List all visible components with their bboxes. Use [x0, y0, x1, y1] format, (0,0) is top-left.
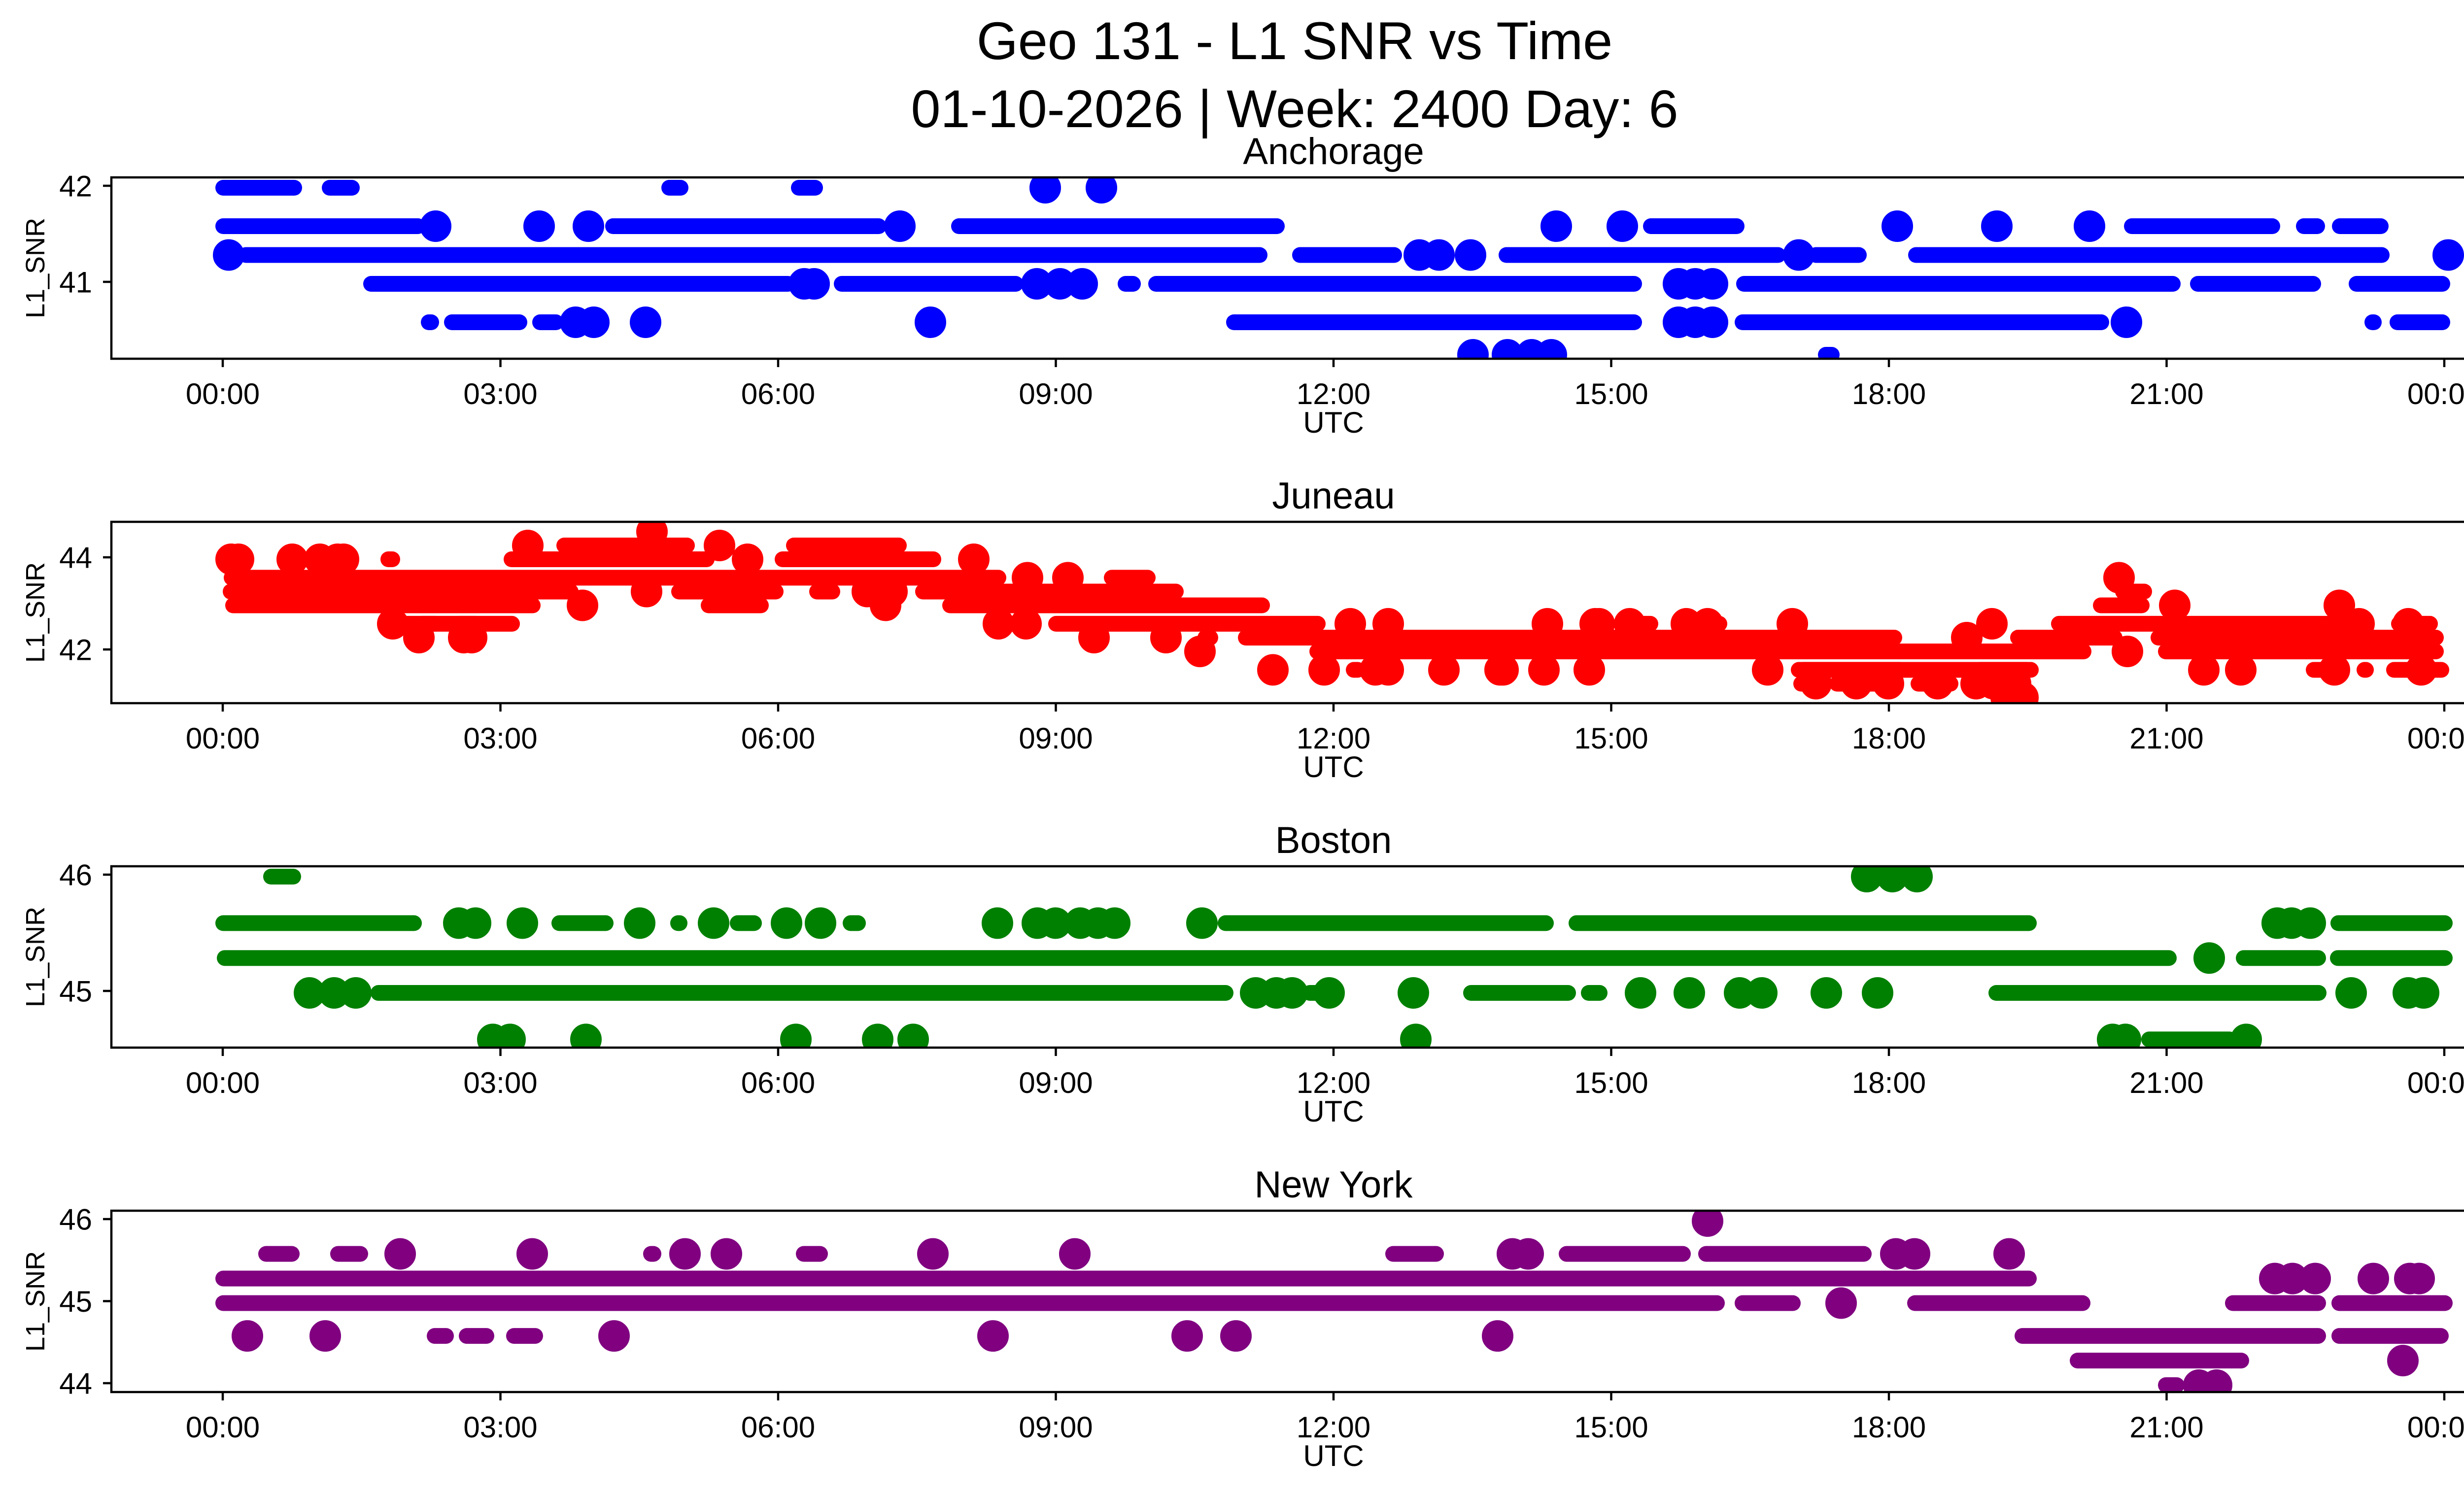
- svg-text:12:00: 12:00: [1297, 1066, 1370, 1099]
- svg-text:15:00: 15:00: [1574, 1066, 1648, 1099]
- svg-text:03:00: 03:00: [463, 1066, 537, 1099]
- svg-text:L1_SNR: L1_SNR: [21, 907, 50, 1007]
- svg-text:00:00: 00:00: [186, 377, 260, 410]
- svg-text:15:00: 15:00: [1574, 1411, 1648, 1444]
- svg-text:Anchorage: Anchorage: [1243, 131, 1424, 172]
- svg-text:18:00: 18:00: [1852, 1066, 1926, 1099]
- svg-text:01-10-2026 | Week: 2400 Day: 6: 01-10-2026 | Week: 2400 Day: 6: [911, 79, 1678, 138]
- svg-text:09:00: 09:00: [1019, 1066, 1093, 1099]
- svg-text:Geo 131 - L1 SNR vs Time: Geo 131 - L1 SNR vs Time: [977, 11, 1613, 70]
- svg-text:21:00: 21:00: [2129, 377, 2203, 410]
- svg-text:03:00: 03:00: [463, 377, 537, 410]
- svg-text:46: 46: [59, 859, 92, 892]
- svg-text:00:00: 00:00: [186, 722, 260, 755]
- svg-text:44: 44: [59, 1367, 92, 1400]
- svg-text:00:00: 00:00: [186, 1411, 260, 1444]
- svg-text:45: 45: [59, 1285, 92, 1318]
- svg-text:06:00: 06:00: [741, 377, 815, 410]
- svg-text:L1_SNR: L1_SNR: [21, 562, 50, 663]
- svg-text:45: 45: [59, 975, 92, 1008]
- svg-text:21:00: 21:00: [2129, 1066, 2203, 1099]
- svg-text:06:00: 06:00: [741, 1411, 815, 1444]
- svg-text:44: 44: [59, 542, 92, 575]
- svg-text:00:00: 00:00: [2407, 1411, 2464, 1444]
- svg-text:06:00: 06:00: [741, 722, 815, 755]
- svg-text:46: 46: [59, 1203, 92, 1236]
- svg-text:09:00: 09:00: [1019, 377, 1093, 410]
- svg-text:41: 41: [59, 266, 92, 299]
- svg-text:06:00: 06:00: [741, 1066, 815, 1099]
- svg-text:09:00: 09:00: [1019, 1411, 1093, 1444]
- svg-text:UTC: UTC: [1303, 750, 1364, 783]
- svg-text:UTC: UTC: [1303, 406, 1364, 439]
- svg-text:03:00: 03:00: [463, 1411, 537, 1444]
- svg-text:21:00: 21:00: [2129, 722, 2203, 755]
- svg-text:New York: New York: [1254, 1164, 1413, 1206]
- svg-text:21:00: 21:00: [2129, 1411, 2203, 1444]
- svg-text:00:00: 00:00: [2407, 377, 2464, 410]
- svg-text:18:00: 18:00: [1852, 722, 1926, 755]
- svg-text:UTC: UTC: [1303, 1095, 1364, 1128]
- svg-text:18:00: 18:00: [1852, 377, 1926, 410]
- svg-text:Boston: Boston: [1275, 819, 1392, 861]
- svg-text:12:00: 12:00: [1297, 377, 1370, 410]
- svg-text:UTC: UTC: [1303, 1439, 1364, 1472]
- svg-text:00:00: 00:00: [186, 1066, 260, 1099]
- svg-text:03:00: 03:00: [463, 722, 537, 755]
- svg-text:18:00: 18:00: [1852, 1411, 1926, 1444]
- svg-text:09:00: 09:00: [1019, 722, 1093, 755]
- svg-text:15:00: 15:00: [1574, 377, 1648, 410]
- svg-text:12:00: 12:00: [1297, 722, 1370, 755]
- svg-text:15:00: 15:00: [1574, 722, 1648, 755]
- svg-text:42: 42: [59, 170, 92, 203]
- svg-text:42: 42: [59, 634, 92, 667]
- svg-text:00:00: 00:00: [2407, 1066, 2464, 1099]
- svg-text:L1_SNR: L1_SNR: [21, 1251, 50, 1352]
- svg-text:12:00: 12:00: [1297, 1411, 1370, 1444]
- svg-text:00:00: 00:00: [2407, 722, 2464, 755]
- svg-text:L1_SNR: L1_SNR: [21, 218, 50, 318]
- svg-text:Juneau: Juneau: [1272, 475, 1395, 517]
